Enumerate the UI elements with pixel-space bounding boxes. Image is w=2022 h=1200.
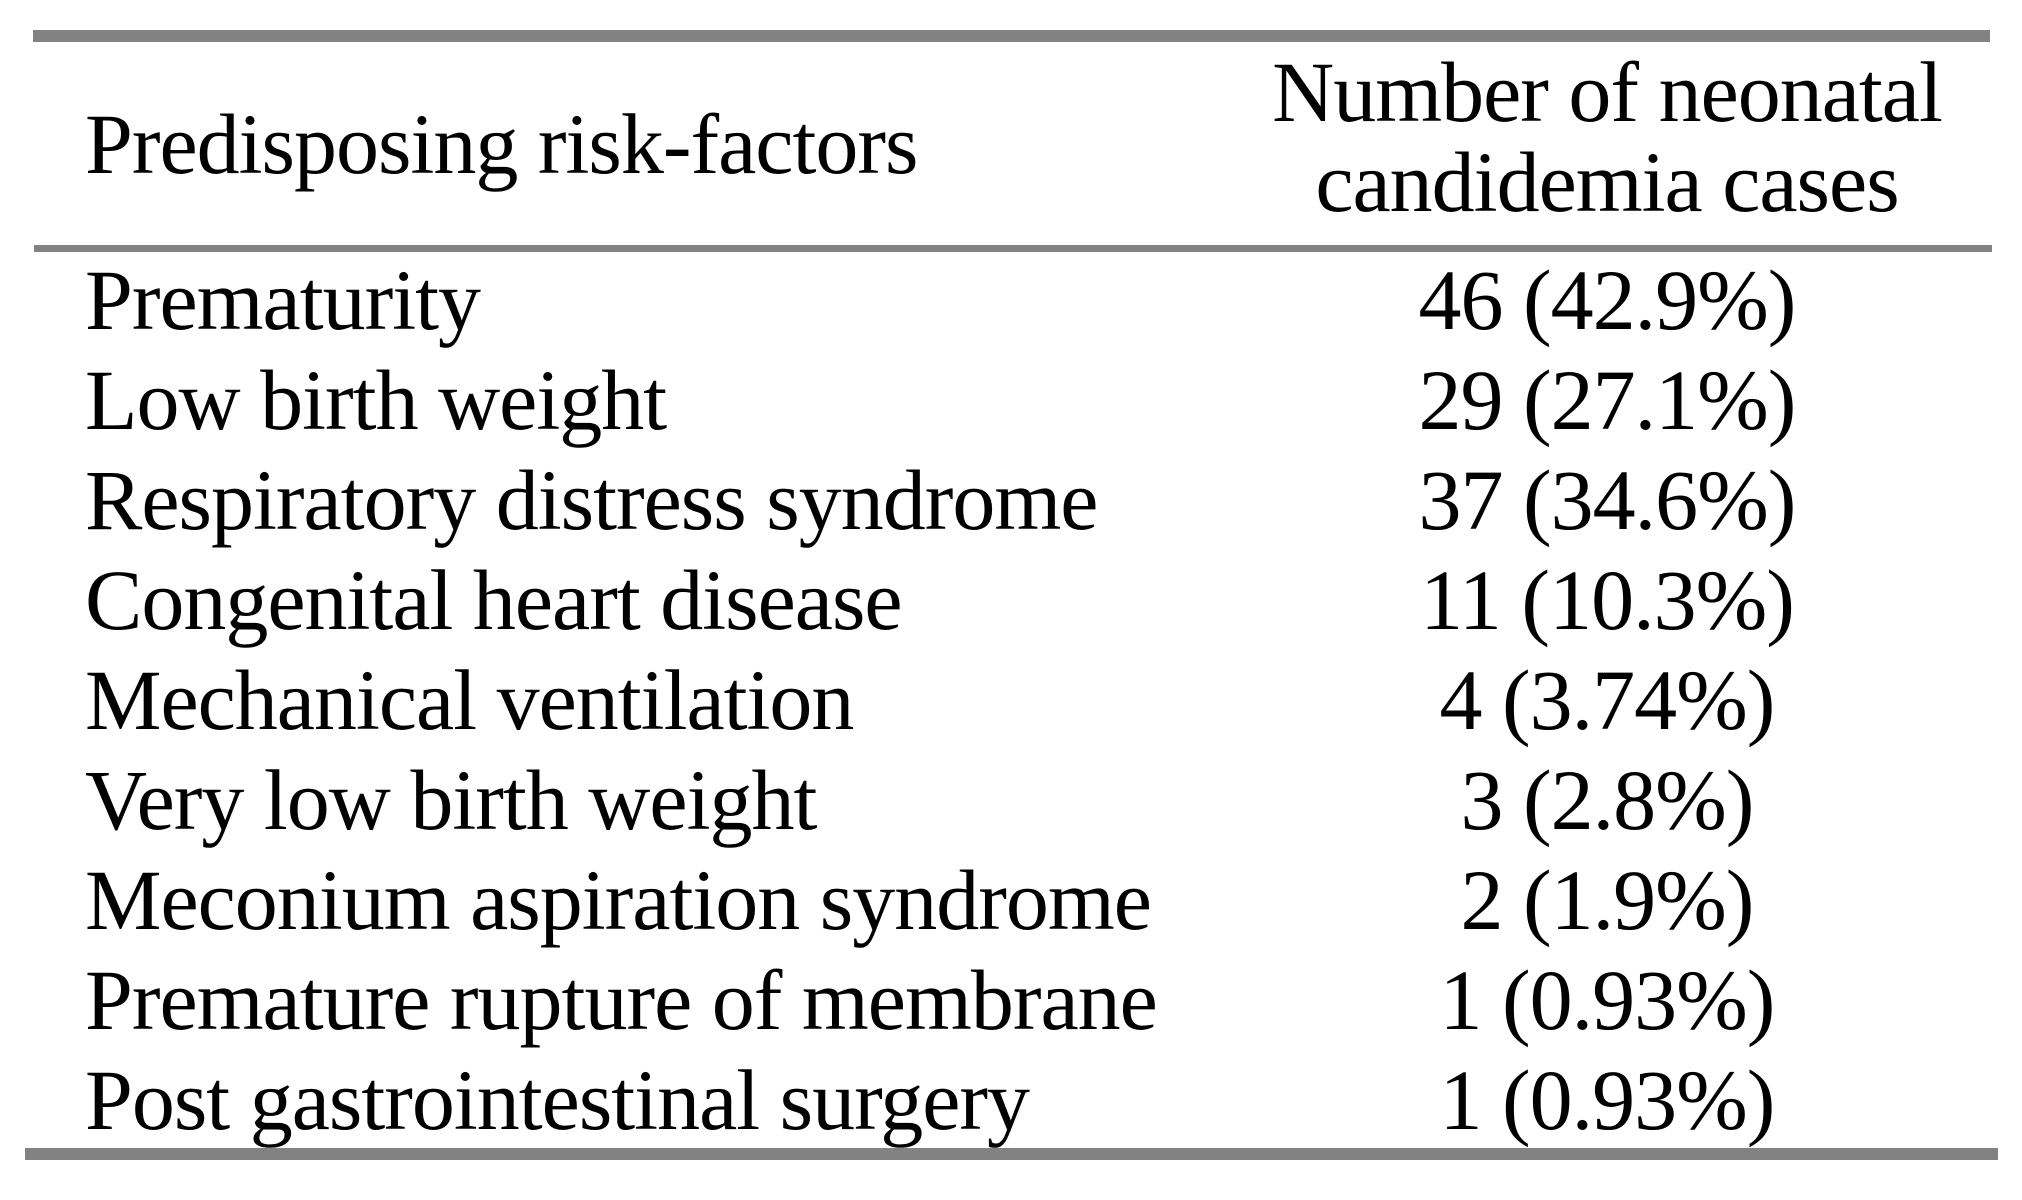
table-row: Respiratory distress syndrome 37 (34.6%) bbox=[0, 450, 2022, 550]
row-factor: Low birth weight bbox=[85, 352, 667, 448]
table-row: Premature rupture of membrane 1 (0.93%) bbox=[0, 950, 2022, 1050]
row-value: 1 (0.93%) bbox=[1439, 1052, 1776, 1148]
table-row: Prematurity 46 (42.9%) bbox=[0, 250, 2022, 350]
row-value: 3 (2.8%) bbox=[1460, 752, 1755, 848]
table-body: Prematurity 46 (42.9%) Low birth weight … bbox=[0, 250, 2022, 1150]
row-factor: Respiratory distress syndrome bbox=[85, 452, 1098, 548]
table-header-divider-rule bbox=[34, 245, 1992, 252]
row-value: 37 (34.6%) bbox=[1418, 452, 1797, 548]
table-row: Low birth weight 29 (27.1%) bbox=[0, 350, 2022, 450]
table-top-rule bbox=[33, 30, 1990, 42]
table-row: Meconium aspiration syndrome 2 (1.9%) bbox=[0, 850, 2022, 950]
row-factor: Meconium aspiration syndrome bbox=[85, 852, 1152, 948]
row-value: 2 (1.9%) bbox=[1460, 852, 1755, 948]
row-value: 46 (42.9%) bbox=[1418, 252, 1797, 348]
row-factor: Prematurity bbox=[85, 252, 481, 348]
table-header-row: Predisposing risk-factors Number of neon… bbox=[0, 42, 2022, 245]
table-row: Mechanical ventilation 4 (3.74%) bbox=[0, 650, 2022, 750]
table-row: Congenital heart disease 11 (10.3%) bbox=[0, 550, 2022, 650]
row-factor: Mechanical ventilation bbox=[85, 652, 854, 748]
column-header-cases-line1: Number of neonatal bbox=[1272, 43, 1943, 140]
row-factor: Premature rupture of membrane bbox=[85, 952, 1158, 1048]
row-value: 11 (10.3%) bbox=[1420, 552, 1795, 648]
column-header-cases: Number of neonatal candidemia cases bbox=[1237, 35, 1977, 238]
table-bottom-rule bbox=[25, 1148, 1998, 1160]
row-factor: Post gastrointestinal surgery bbox=[85, 1052, 1030, 1148]
table-row: Post gastrointestinal surgery 1 (0.93%) bbox=[0, 1050, 2022, 1150]
row-value: 4 (3.74%) bbox=[1439, 652, 1776, 748]
table-row: Very low birth weight 3 (2.8%) bbox=[0, 750, 2022, 850]
row-factor: Very low birth weight bbox=[85, 752, 817, 848]
row-value: 1 (0.93%) bbox=[1439, 952, 1776, 1048]
column-header-risk-factors: Predisposing risk-factors bbox=[85, 95, 918, 192]
row-factor: Congenital heart disease bbox=[85, 552, 903, 648]
row-value: 29 (27.1%) bbox=[1418, 352, 1797, 448]
column-header-cases-line2: candidemia cases bbox=[1315, 133, 1899, 230]
